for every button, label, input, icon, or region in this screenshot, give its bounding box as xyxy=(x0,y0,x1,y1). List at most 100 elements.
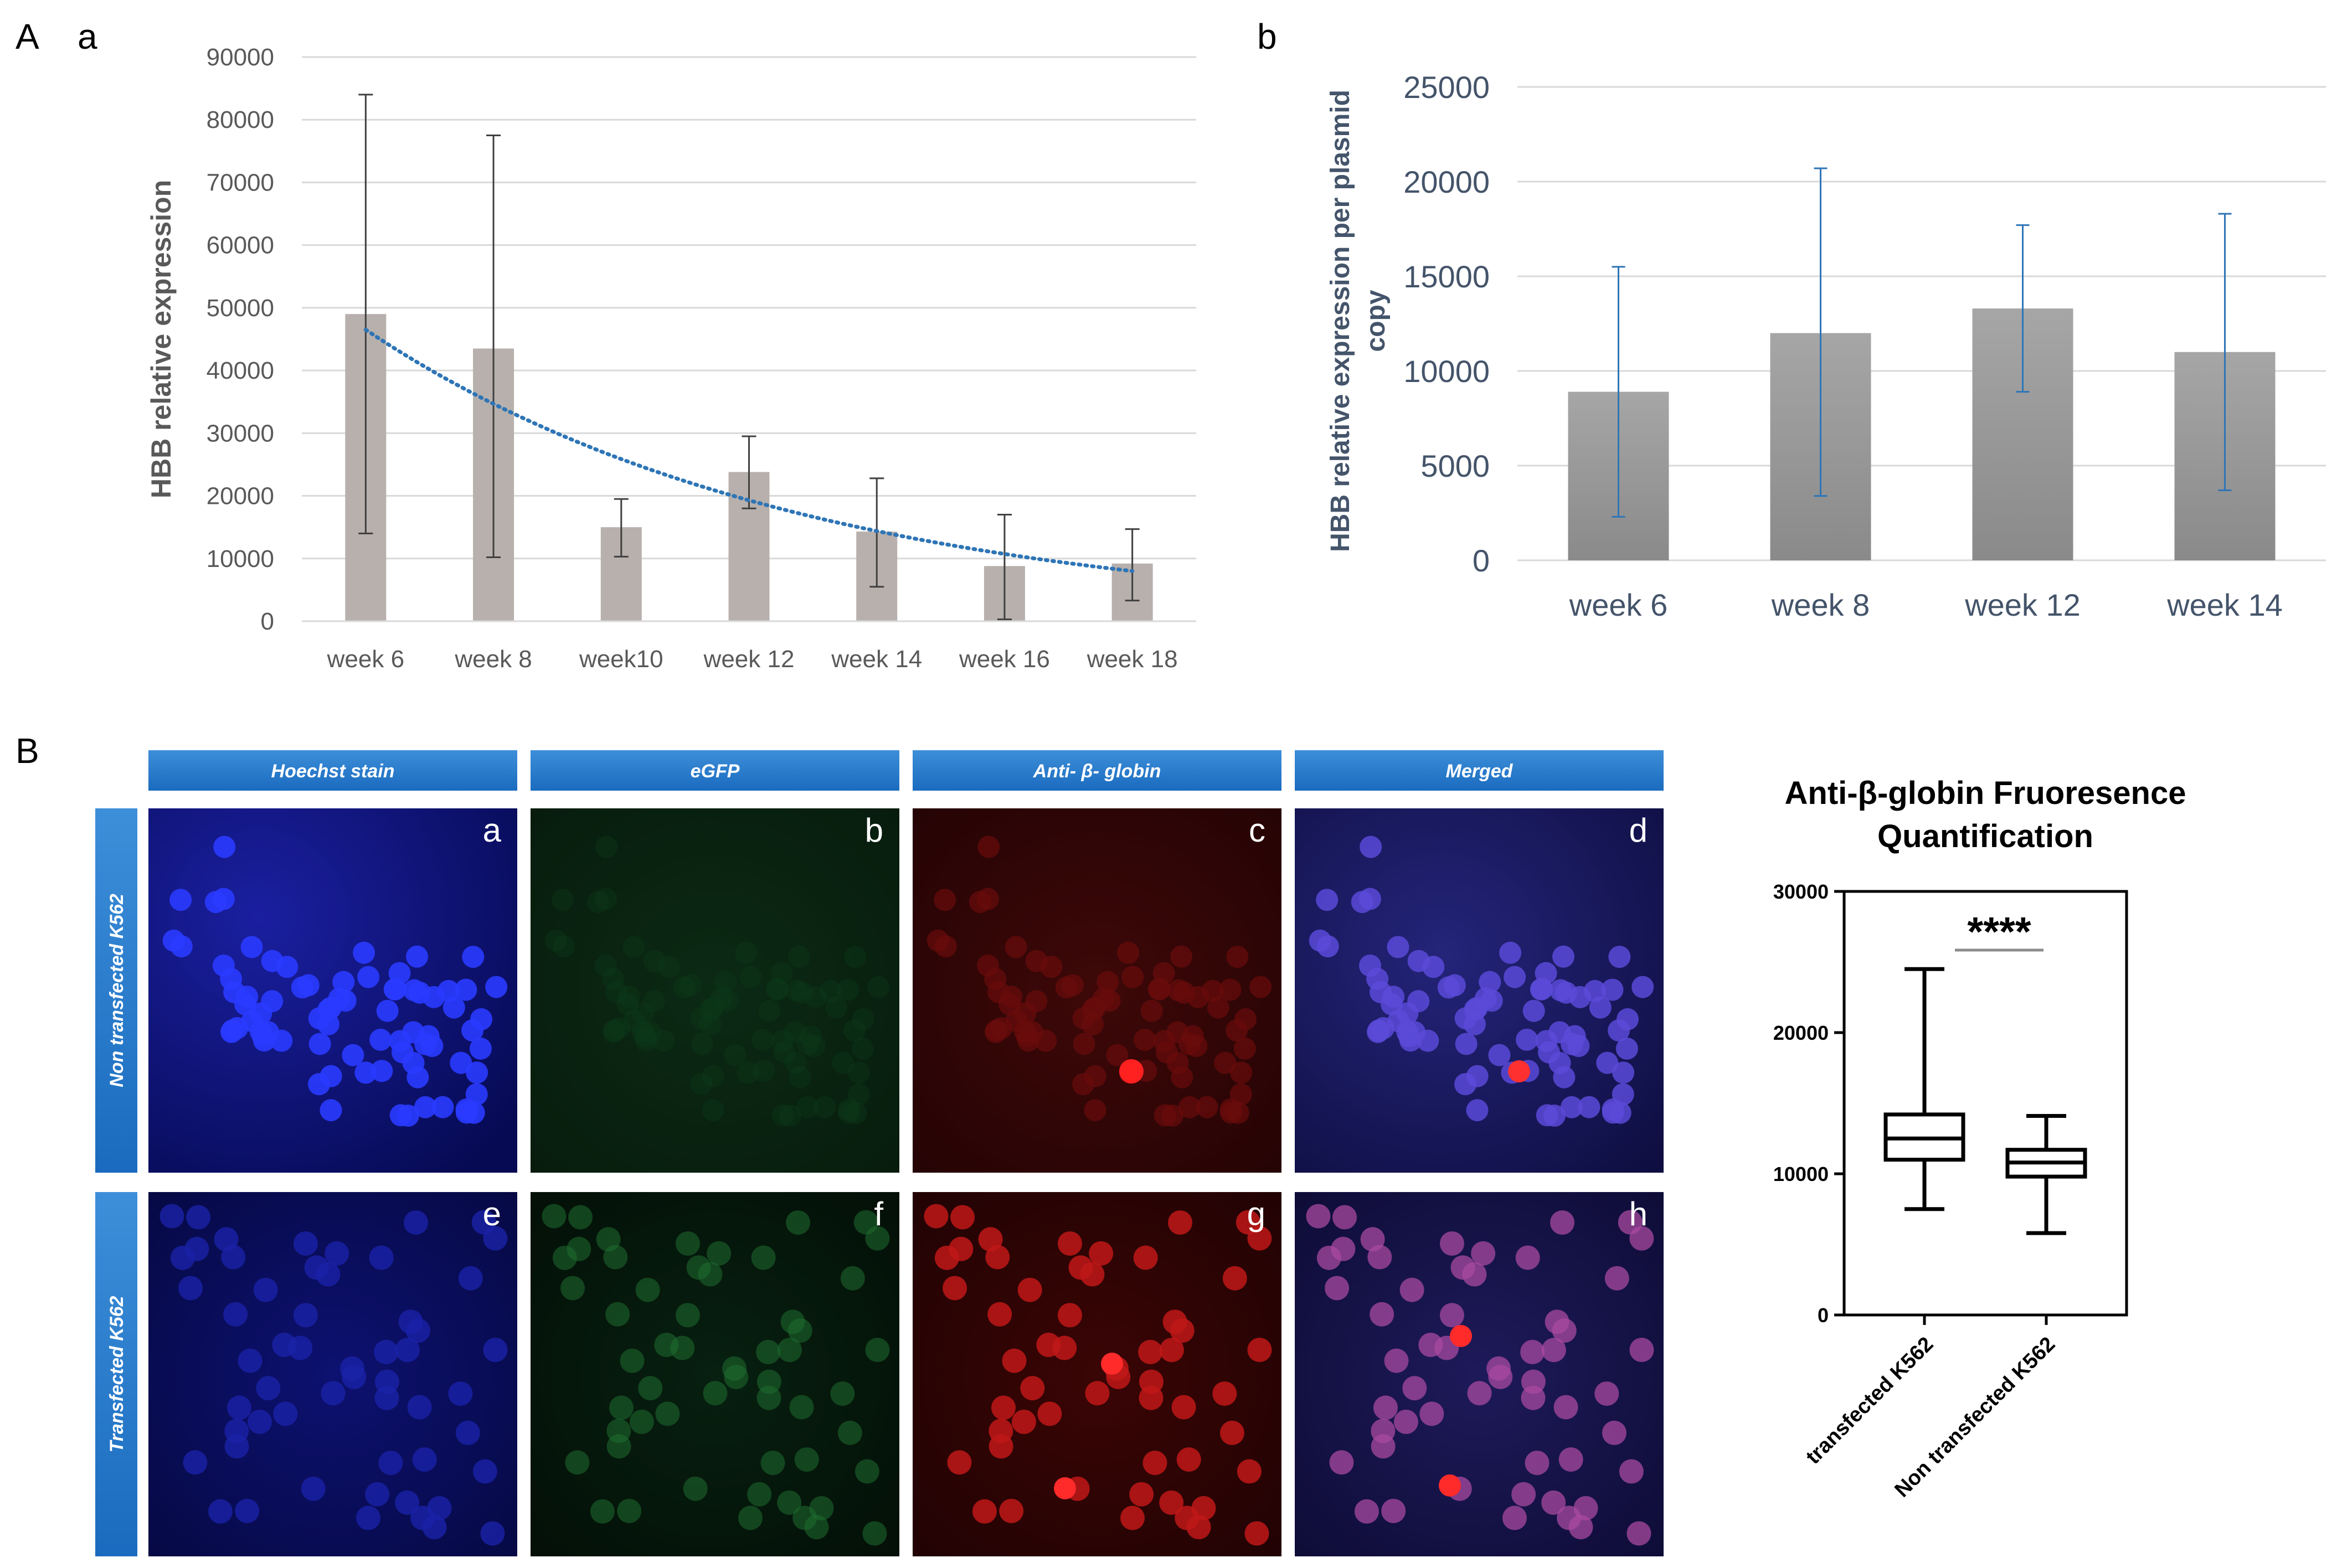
cell xyxy=(1230,1061,1253,1084)
cell xyxy=(1366,968,1389,991)
cell xyxy=(606,1419,631,1443)
cell xyxy=(724,1044,747,1066)
cell xyxy=(855,1459,879,1484)
xtick-label-a: week 16 xyxy=(959,646,1050,673)
cell xyxy=(1037,1401,1062,1426)
cell xyxy=(862,1521,887,1546)
cell xyxy=(1222,1266,1247,1291)
cell xyxy=(1471,1241,1496,1266)
ytick-label-a: 0 xyxy=(261,608,274,635)
cell xyxy=(1170,1318,1195,1343)
row-header-bg-2 xyxy=(95,1192,137,1556)
cell xyxy=(990,1017,1013,1040)
cell xyxy=(765,978,788,1000)
ytick-label-b: 0 xyxy=(1473,543,1490,578)
cell xyxy=(635,1029,657,1052)
cell xyxy=(1089,1241,1114,1266)
cell xyxy=(1370,1302,1394,1327)
cell xyxy=(253,1277,278,1302)
cell xyxy=(617,1498,642,1523)
cell xyxy=(384,978,407,1000)
cell xyxy=(455,1101,478,1124)
y-axis-title-a: HBB relative expression xyxy=(146,180,177,498)
cell xyxy=(631,1020,654,1043)
cell xyxy=(1578,1096,1600,1118)
cell xyxy=(1629,1338,1654,1363)
cell xyxy=(1040,956,1063,978)
cell xyxy=(340,1356,365,1381)
cell xyxy=(308,1007,331,1030)
cell xyxy=(804,1515,829,1540)
cell xyxy=(1589,996,1612,1019)
cell xyxy=(458,1266,483,1291)
cell xyxy=(1631,976,1654,998)
bright-cell xyxy=(1119,1059,1144,1084)
ytick-label-a: 80000 xyxy=(207,106,274,133)
cell xyxy=(814,1096,836,1118)
cell xyxy=(1316,935,1339,958)
cell xyxy=(1522,999,1545,1022)
cell xyxy=(608,1017,631,1040)
cell xyxy=(785,979,808,1002)
cell xyxy=(249,1020,272,1043)
cell xyxy=(1439,1231,1464,1256)
cell xyxy=(462,946,485,968)
cell xyxy=(690,1007,713,1030)
cell xyxy=(1511,1482,1536,1507)
panel-label-B: B xyxy=(16,731,39,771)
cell xyxy=(483,1338,508,1363)
xtick-label-b: week 14 xyxy=(2166,587,2283,622)
chart-b-expression-per-plasmid: 0 5000 10000 15000 20000 25000 week 6 week 8 wee… xyxy=(1326,70,2326,622)
cell xyxy=(1466,1065,1489,1087)
col-header-bg-1 xyxy=(148,750,517,791)
col-header-bg-2 xyxy=(531,750,899,791)
cell xyxy=(616,993,639,1015)
cell xyxy=(224,1419,249,1443)
cell xyxy=(1553,1066,1576,1089)
cell xyxy=(752,1028,774,1051)
cell xyxy=(760,1451,785,1476)
cell xyxy=(643,950,666,972)
cell xyxy=(1084,1099,1106,1122)
ytick-label-b: 20000 xyxy=(1403,164,1490,199)
cell xyxy=(603,1020,625,1043)
cell xyxy=(321,1381,346,1406)
cell xyxy=(1488,1044,1511,1066)
cell xyxy=(1521,1385,1546,1410)
cell xyxy=(771,1030,794,1053)
cell xyxy=(276,956,298,978)
cell xyxy=(586,891,609,914)
cell xyxy=(702,1099,724,1122)
cell xyxy=(1219,1420,1244,1445)
cell xyxy=(739,966,762,988)
cell xyxy=(1181,1025,1204,1048)
cell xyxy=(552,889,574,911)
cell xyxy=(753,1060,775,1082)
cell xyxy=(655,1401,680,1426)
xtick-label-a: week 8 xyxy=(454,646,532,673)
cell xyxy=(320,1099,342,1122)
cell xyxy=(596,1227,621,1252)
box-title-line2: Quantification xyxy=(1877,818,2093,854)
cell xyxy=(1358,888,1381,910)
cell xyxy=(1616,1008,1639,1030)
micrograph-b xyxy=(531,808,899,1173)
cell xyxy=(395,1338,420,1363)
cell xyxy=(353,941,375,964)
cell xyxy=(1226,946,1249,968)
cell xyxy=(699,1013,722,1035)
cell xyxy=(414,1096,437,1118)
cell xyxy=(1596,1051,1619,1074)
cell xyxy=(784,1021,807,1044)
ytick-label-a: 70000 xyxy=(207,169,274,196)
cell xyxy=(1212,1381,1237,1406)
cell xyxy=(1092,987,1115,1010)
cell xyxy=(1325,1276,1350,1301)
cell xyxy=(845,1101,867,1124)
cell xyxy=(623,1010,646,1033)
cell xyxy=(357,966,380,988)
cell xyxy=(240,936,263,958)
cell xyxy=(837,1098,860,1121)
cell xyxy=(1168,1210,1193,1235)
ytick-label-a: 30000 xyxy=(207,420,274,447)
